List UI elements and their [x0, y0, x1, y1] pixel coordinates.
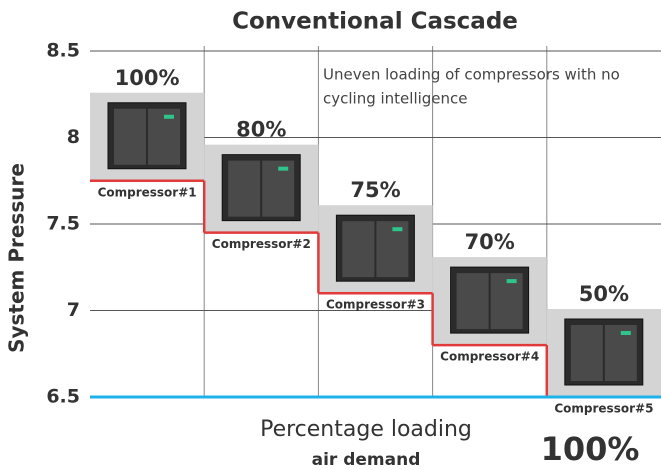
x-axis-label: Percentage loading [260, 417, 472, 442]
loading-label: 75% [350, 178, 400, 202]
y-tick-label: 6.5 [46, 386, 80, 408]
compressor [546, 309, 661, 397]
compressor-panel [228, 160, 261, 217]
compressor-panel [114, 108, 146, 165]
annotation: Uneven loading of compressors with no [323, 66, 620, 84]
y-tick-label: 8.5 [46, 40, 80, 62]
compressor-panel [490, 273, 523, 330]
compressor [432, 257, 547, 346]
total-label: 100% [541, 430, 640, 468]
compressor-indicator [392, 227, 403, 232]
y-axis-label: System Pressure [5, 163, 29, 353]
compressor-panel [570, 325, 603, 381]
loading-label: 50% [579, 282, 629, 306]
y-tick-label: 8 [67, 126, 80, 148]
chart-title: Conventional Cascade [232, 9, 518, 35]
category-label: Compressor#5 [554, 402, 653, 416]
loading-label: 80% [236, 118, 286, 142]
compressor-indicator [164, 114, 174, 119]
compressor [318, 205, 433, 294]
compressor-indicator [506, 279, 517, 284]
compressor [204, 144, 319, 233]
y-tick-label: 7 [67, 299, 80, 321]
compressor-indicator [278, 166, 289, 171]
y-tick-label: 7.5 [46, 213, 80, 235]
category-label: Compressor#2 [212, 237, 311, 251]
category-label: Compressor#3 [326, 298, 425, 312]
category-label: Compressor#1 [98, 185, 197, 199]
category-label: Compressor#4 [440, 350, 539, 364]
loading-label: 70% [465, 230, 515, 254]
loading-label: 100% [115, 66, 180, 90]
compressor-indicator [620, 331, 631, 335]
x-axis-sublabel: air demand [312, 450, 421, 470]
compressor-panel [456, 273, 489, 330]
compressor [90, 92, 205, 181]
compressor-panel [342, 221, 375, 278]
annotation: cycling intelligence [323, 90, 468, 108]
